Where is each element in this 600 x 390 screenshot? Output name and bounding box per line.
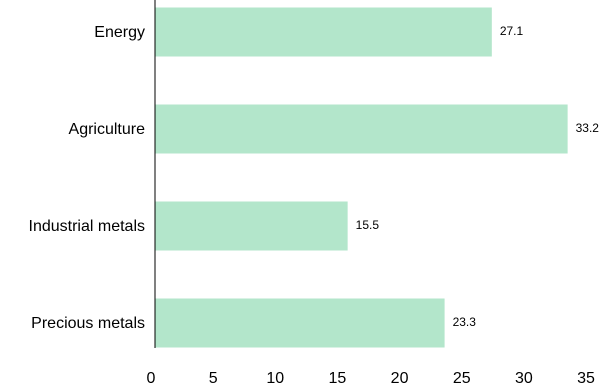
category-label-industrial-metals: Industrial metals [29, 218, 146, 235]
x-tick-label-30: 30 [515, 370, 533, 387]
bar-industrial-metals [155, 201, 348, 251]
x-tick-label-20: 20 [391, 370, 409, 387]
category-label-agriculture: Agriculture [69, 121, 146, 138]
value-label-industrial-metals: 15.5 [356, 218, 380, 232]
value-label-energy: 27.1 [500, 24, 524, 38]
category-label-energy: Energy [94, 24, 145, 41]
bar-precious-metals [155, 298, 445, 348]
x-tick-label-5: 5 [209, 370, 218, 387]
value-label-precious-metals: 23.3 [453, 315, 477, 329]
x-tick-label-10: 10 [266, 370, 284, 387]
x-tick-labels: 0 5 10 15 20 25 30 35 [147, 370, 595, 387]
value-label-agriculture: 33.2 [576, 121, 600, 135]
x-tick-label-25: 25 [453, 370, 471, 387]
bars-group [155, 7, 568, 348]
x-tick-label-35: 35 [577, 370, 595, 387]
bar-energy [155, 7, 492, 57]
category-labels-group: Energy Agriculture Industrial metals Precio… [29, 24, 146, 332]
category-label-precious-metals: Precious metals [31, 315, 145, 332]
x-tick-label-0: 0 [147, 370, 156, 387]
x-tick-label-15: 15 [329, 370, 347, 387]
bar-agriculture [155, 104, 568, 154]
value-labels-group: 27.1 33.2 15.5 23.3 [356, 24, 600, 329]
